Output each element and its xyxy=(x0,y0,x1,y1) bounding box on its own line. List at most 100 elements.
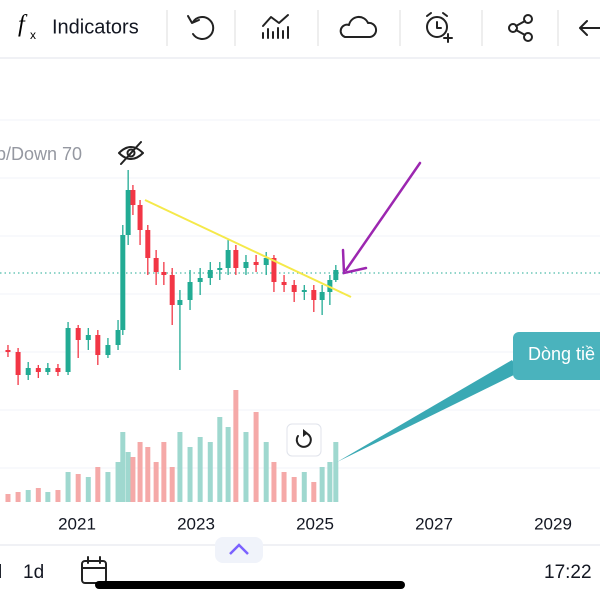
volume-bar xyxy=(137,442,143,502)
candle-body xyxy=(85,335,91,340)
trend-line xyxy=(144,199,352,298)
volume-bar xyxy=(281,472,287,502)
volume-bar xyxy=(197,437,203,502)
volume-bar xyxy=(95,467,101,502)
x-tick-label: 2029 xyxy=(534,514,572,533)
candle-body xyxy=(281,282,287,285)
volume-bar xyxy=(25,490,31,502)
volume-bar xyxy=(319,467,325,502)
candle-body xyxy=(105,345,111,355)
volume-bar xyxy=(5,494,11,502)
toolbar: f x Indicators xyxy=(0,10,600,59)
candle-body xyxy=(301,290,307,292)
candle-body xyxy=(187,282,193,300)
candle-body xyxy=(197,278,203,282)
candle-body xyxy=(263,258,269,265)
background-grid xyxy=(0,119,600,469)
interval-partial[interactable]: l xyxy=(0,562,2,583)
candle-body xyxy=(333,270,339,280)
candle-body xyxy=(177,300,183,305)
volume-bar xyxy=(301,472,307,502)
volume-bar xyxy=(125,452,131,502)
x-tick-label: 2023 xyxy=(177,514,215,533)
separators xyxy=(166,10,559,46)
candle-body xyxy=(161,272,167,275)
reset-button[interactable] xyxy=(286,423,322,457)
share-icon[interactable] xyxy=(508,14,533,42)
volume-bar xyxy=(253,412,259,502)
alert-icon[interactable] xyxy=(426,12,453,43)
volume-bar xyxy=(45,492,51,502)
volume-bar xyxy=(145,447,151,502)
volume-bar xyxy=(327,462,333,502)
expand-button[interactable] xyxy=(215,537,263,563)
candle-body xyxy=(95,335,101,355)
candle-body xyxy=(125,190,131,235)
arrow-annotation xyxy=(341,161,422,275)
fx-icon[interactable]: f xyxy=(18,12,28,38)
candle-body xyxy=(55,368,61,372)
candle-body xyxy=(217,268,223,270)
volume-bar xyxy=(225,427,231,502)
volume-bar xyxy=(115,462,121,502)
volume-bar xyxy=(333,442,339,502)
candle-body xyxy=(311,290,317,300)
candle-body xyxy=(15,352,21,375)
undo-icon[interactable] xyxy=(187,15,215,40)
volume-bar xyxy=(65,472,71,502)
candle-body xyxy=(291,285,297,292)
candle-body xyxy=(145,230,151,258)
volume-bar xyxy=(207,442,213,502)
volume-bar xyxy=(311,482,317,502)
candle-body xyxy=(253,262,259,265)
volume-bar xyxy=(15,492,21,502)
x-tick-label: 2025 xyxy=(296,514,334,533)
callout-text: Dòng tiề xyxy=(528,344,595,364)
candle-body xyxy=(319,292,325,300)
candle-body xyxy=(35,368,41,372)
interval[interactable]: 1d xyxy=(23,562,44,583)
candle-body xyxy=(45,368,51,372)
volume-bar xyxy=(161,442,167,502)
volume-bar xyxy=(177,432,183,502)
volume-bar xyxy=(85,477,91,502)
candle-body xyxy=(5,350,11,352)
candle-body xyxy=(25,368,31,375)
candle-body xyxy=(120,235,126,330)
indicator-legend: p/Down 70 xyxy=(0,144,82,164)
volume-bar xyxy=(271,462,277,502)
clock: 17:22 xyxy=(544,562,592,583)
x-tick-label: 2027 xyxy=(415,514,453,533)
volume-bar xyxy=(55,490,61,502)
candle-body xyxy=(75,328,81,340)
candle-body xyxy=(65,328,71,372)
volume-bar xyxy=(263,442,269,502)
candle-body xyxy=(115,330,121,345)
volume-bar xyxy=(243,432,249,502)
candle-body xyxy=(137,205,143,230)
volume-bar xyxy=(105,472,111,502)
candle-body xyxy=(243,262,249,268)
hide-icon[interactable] xyxy=(118,141,144,165)
chart-icon[interactable] xyxy=(262,14,289,39)
volume-bar xyxy=(169,467,175,502)
volume-bar xyxy=(291,477,297,502)
volume-bar xyxy=(187,447,193,502)
plot-area xyxy=(5,170,339,502)
volume-bar xyxy=(75,474,81,502)
chevron xyxy=(229,543,249,555)
volume-bar xyxy=(153,462,159,502)
candle-body xyxy=(225,250,231,268)
indicators-button[interactable]: Indicators xyxy=(52,16,139,38)
candle-body xyxy=(153,258,159,272)
candle-body xyxy=(271,258,277,282)
calendar-icon[interactable] xyxy=(81,556,107,584)
callout: Dòng tiề xyxy=(337,332,600,462)
fx-icon-sub: x xyxy=(30,28,36,42)
volume-bar xyxy=(217,417,223,502)
candle-body xyxy=(233,250,239,268)
cloud-icon[interactable] xyxy=(339,15,378,38)
back-icon[interactable] xyxy=(579,20,600,36)
